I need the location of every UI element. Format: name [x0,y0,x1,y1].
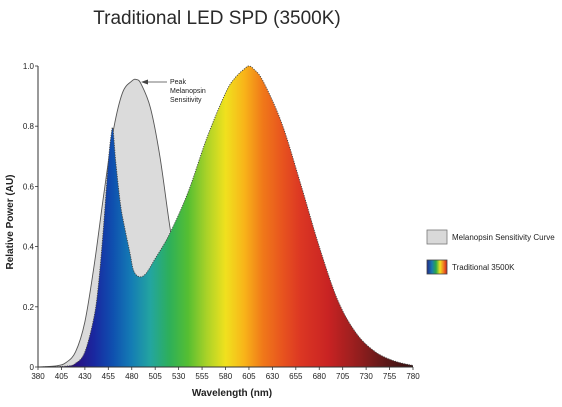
legend: Melanopsin Sensitivity Curve Traditional… [426,229,555,275]
legend-swatch-melanopsin [426,229,448,245]
y-tick-label: 0 [30,363,35,372]
led-spd-curve-area [38,66,413,367]
y-ticks: 0 0.2 0.4 0.6 0.8 1.0 [23,62,38,372]
legend-item-led: Traditional 3500K [426,259,515,275]
y-tick-label: 1.0 [23,62,35,71]
x-tick-label: 630 [266,372,280,381]
y-axis-label: Relative Power (AU) [5,174,16,269]
legend-item-melanopsin: Melanopsin Sensitivity Curve [426,229,555,245]
annotation-arrowhead [141,79,148,85]
plot-series [37,65,414,368]
x-tick-label: 555 [195,372,209,381]
x-axis-label: Wavelength (nm) [192,388,272,399]
x-tick-label: 580 [219,372,233,381]
x-ticks: 380 405 430 455 480 505 530 555 580 605 630 655 680 7… [31,367,420,381]
chart-title: Traditional LED SPD (3500K) [93,8,340,29]
x-tick-label: 755 [383,372,397,381]
x-tick-label: 705 [336,372,350,381]
x-tick-label: 605 [242,372,256,381]
legend-label-led: Traditional 3500K [452,263,515,272]
x-tick-label: 480 [125,372,139,381]
x-tick-label: 405 [55,372,69,381]
y-tick-label: 0.4 [23,243,35,252]
peak-annotation: Peak Melanopsin Sensitivity [141,79,206,104]
x-tick-label: 505 [149,372,163,381]
y-tick-label: 0.2 [23,303,35,312]
annotation-line-3: Sensitivity [170,97,202,104]
legend-swatch-led [426,259,448,275]
melanopsin-curve-area [38,79,245,367]
x-tick-label: 780 [406,372,420,381]
y-tick-label: 0.8 [23,122,35,131]
annotation-line-1: Peak [170,79,186,86]
x-tick-label: 380 [31,372,45,381]
y-tick-label: 0.6 [23,182,35,191]
legend-label-melanopsin: Melanopsin Sensitivity Curve [452,233,555,242]
annotation-line-2: Melanopsin [170,88,206,95]
x-tick-label: 655 [289,372,303,381]
x-tick-label: 530 [172,372,186,381]
x-tick-label: 730 [359,372,373,381]
x-tick-label: 455 [102,372,116,381]
x-tick-label: 680 [313,372,327,381]
x-tick-label: 430 [78,372,92,381]
led-spd-curve-line [37,65,414,368]
